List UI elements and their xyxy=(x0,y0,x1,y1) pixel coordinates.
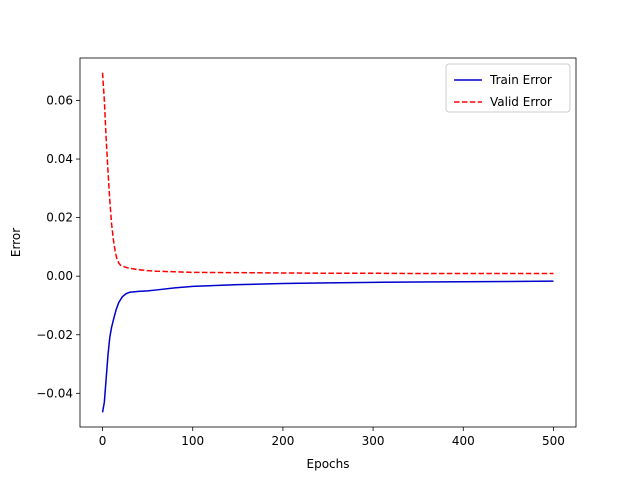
series-layer xyxy=(101,72,554,413)
y-axis-label: Error xyxy=(9,228,23,257)
series-line-valid-error xyxy=(101,72,554,275)
y-tick-label: −0.04 xyxy=(36,386,73,400)
y-tick-label: −0.02 xyxy=(36,328,73,342)
x-tick-label: 300 xyxy=(362,434,385,448)
series-line-train-error xyxy=(101,280,554,413)
y-tick-label: 0.02 xyxy=(46,211,73,225)
x-axis-label: Epochs xyxy=(307,457,350,471)
legend-label: Train Error xyxy=(489,73,552,87)
legend-label: Valid Error xyxy=(490,95,552,109)
x-axis: 0 100 200 300 400 500 xyxy=(99,427,565,448)
y-axis: −0.04 −0.02 0.00 0.02 0.04 0.06 xyxy=(36,93,80,400)
axes-layer xyxy=(79,57,577,428)
x-tick-label: 500 xyxy=(542,434,565,448)
legend: Train Error Valid Error xyxy=(445,63,571,113)
x-tick-label: 0 xyxy=(99,434,107,448)
x-tick-label: 400 xyxy=(452,434,475,448)
legend-box xyxy=(445,63,571,113)
x-tick-label: 100 xyxy=(181,434,204,448)
y-tick-label: 0.00 xyxy=(46,269,73,283)
axes-frame xyxy=(79,57,577,428)
y-tick-label: 0.04 xyxy=(46,152,73,166)
y-tick-label: 0.06 xyxy=(46,93,73,107)
x-tick-label: 200 xyxy=(271,434,294,448)
